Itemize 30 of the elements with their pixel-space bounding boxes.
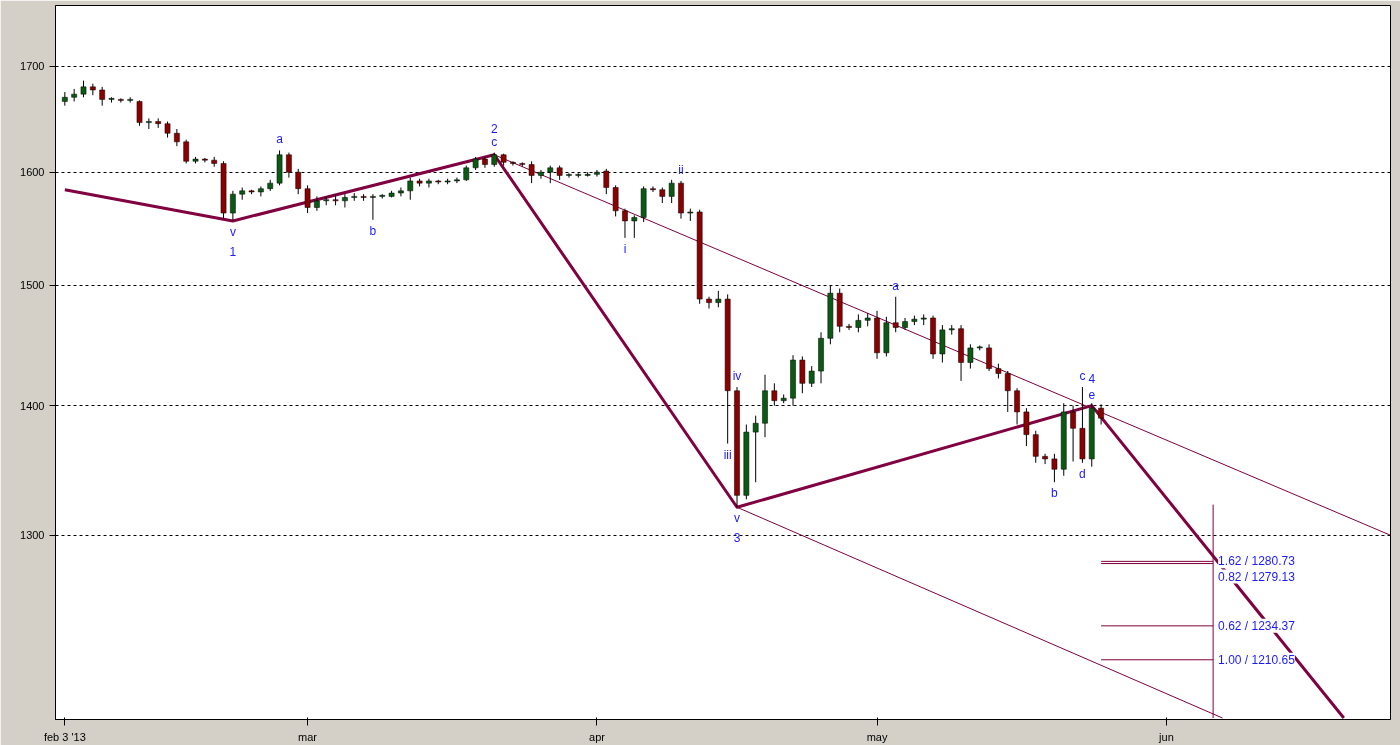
y-tick-label: 1600 (20, 166, 45, 179)
annotation: d (1079, 466, 1086, 481)
x-tick-label: mar (298, 730, 318, 743)
annotation: i (623, 241, 627, 256)
annotation: iii (723, 447, 732, 462)
annotation: 0.62 / 1234.37 (1218, 618, 1296, 633)
annotation: 1 (229, 244, 237, 259)
y-tick-label: 1500 (20, 279, 45, 292)
annotation: c (1079, 369, 1086, 384)
x-tick-label: feb 3 '13 (43, 730, 86, 743)
y-tick-label: 1300 (20, 529, 45, 542)
annotation: c (491, 134, 498, 149)
x-tick-label: apr (589, 730, 606, 743)
annotation: 1.00 / 1210.65 (1218, 652, 1296, 667)
annotation: b (369, 223, 377, 238)
annotation: 1.62 / 1280.73 (1218, 554, 1296, 569)
y-tick-label: 1400 (20, 399, 45, 412)
annotation: v (734, 511, 740, 526)
y-tick-label: 1700 (20, 60, 45, 73)
annotation: 2 (490, 121, 498, 136)
annotation: a (276, 132, 284, 147)
annotation: b (1051, 486, 1059, 501)
x-tick-label: jun (1158, 730, 1174, 743)
annotation: ii (678, 162, 684, 177)
annotation: e (1088, 388, 1096, 403)
annotation: 0.82 / 1279.13 (1218, 569, 1296, 584)
annotation: iv (732, 369, 742, 384)
annotation: 4 (1088, 372, 1096, 387)
x-tick-label: may (866, 730, 888, 743)
annotation: v (229, 224, 236, 239)
